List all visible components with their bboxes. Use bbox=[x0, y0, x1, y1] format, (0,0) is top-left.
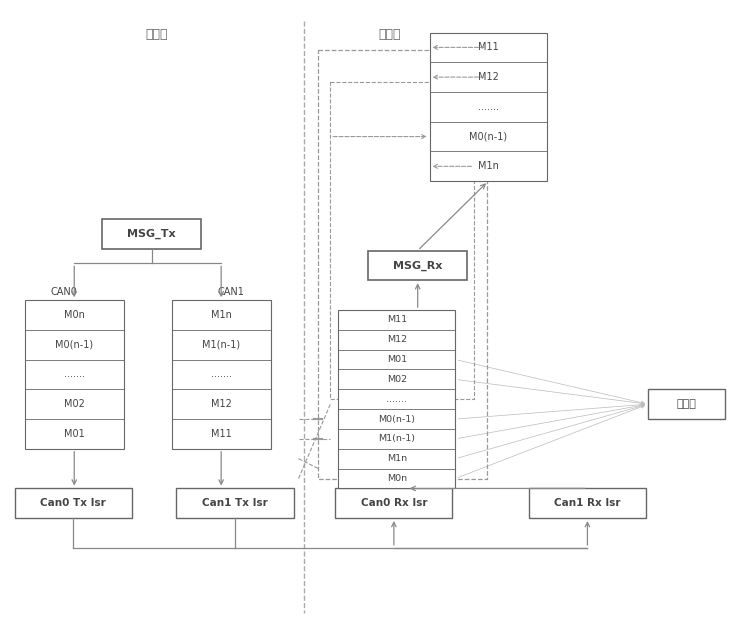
Text: M1n: M1n bbox=[211, 310, 232, 320]
Text: Can1 Tx Isr: Can1 Tx Isr bbox=[202, 498, 268, 508]
Text: 接收侧: 接收侧 bbox=[379, 28, 401, 41]
Text: .......: ....... bbox=[211, 369, 232, 379]
Bar bbox=[338, 310, 456, 488]
Bar bbox=[368, 250, 468, 280]
Text: CAN0: CAN0 bbox=[51, 287, 78, 297]
Text: M11: M11 bbox=[387, 316, 407, 324]
Text: M1n: M1n bbox=[387, 454, 407, 463]
Text: M0(n-1): M0(n-1) bbox=[469, 131, 508, 141]
Bar bbox=[430, 33, 547, 181]
Text: M01: M01 bbox=[64, 429, 84, 439]
Text: M0(n-1): M0(n-1) bbox=[55, 340, 93, 350]
Text: Can0 Tx Isr: Can0 Tx Isr bbox=[41, 498, 106, 508]
Text: Can1 Rx Isr: Can1 Rx Isr bbox=[554, 498, 620, 508]
Text: M01: M01 bbox=[387, 355, 407, 364]
Bar bbox=[172, 300, 271, 449]
Text: 发送侧: 发送侧 bbox=[145, 28, 168, 41]
Text: M1(n-1): M1(n-1) bbox=[202, 340, 240, 350]
Text: M12: M12 bbox=[211, 399, 232, 409]
Text: M0(n-1): M0(n-1) bbox=[378, 414, 416, 424]
Text: M1n: M1n bbox=[477, 162, 498, 172]
Text: MSG_Tx: MSG_Tx bbox=[127, 228, 176, 239]
Text: 回收站: 回收站 bbox=[677, 399, 697, 409]
Text: CAN1: CAN1 bbox=[218, 287, 245, 297]
Text: M0n: M0n bbox=[64, 310, 84, 320]
Text: MSG_Rx: MSG_Rx bbox=[393, 260, 442, 270]
Text: M1(n-1): M1(n-1) bbox=[378, 434, 416, 443]
Bar bbox=[335, 488, 453, 518]
Bar bbox=[102, 219, 201, 249]
Bar bbox=[648, 389, 725, 419]
Bar bbox=[176, 488, 294, 518]
Text: .......: ....... bbox=[64, 369, 85, 379]
Text: M11: M11 bbox=[211, 429, 231, 439]
Bar bbox=[25, 300, 124, 449]
Text: M02: M02 bbox=[387, 375, 407, 384]
Text: M02: M02 bbox=[64, 399, 84, 409]
Bar bbox=[529, 488, 646, 518]
Text: M11: M11 bbox=[478, 43, 498, 53]
Bar bbox=[15, 488, 132, 518]
Text: .......: ....... bbox=[477, 102, 498, 112]
Text: M0n: M0n bbox=[387, 474, 407, 483]
Text: Can0 Rx Isr: Can0 Rx Isr bbox=[361, 498, 427, 508]
Text: .......: ....... bbox=[386, 395, 407, 404]
Text: M12: M12 bbox=[387, 336, 407, 344]
Text: M12: M12 bbox=[477, 72, 498, 82]
